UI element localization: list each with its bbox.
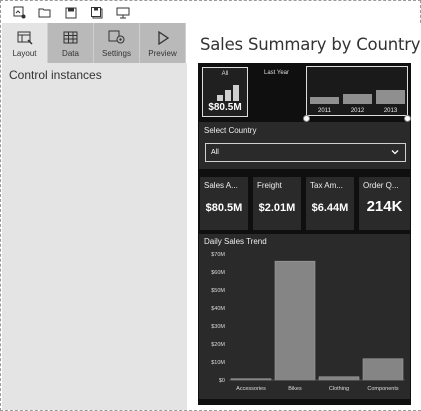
country-select[interactable]: All	[205, 143, 406, 162]
main-toolbar	[2, 2, 420, 23]
y-tick-label: $60M	[211, 270, 225, 276]
page-title: Sales Summary by Country and	[200, 35, 421, 54]
kpi-tile-freight: Freight $2.01M	[253, 177, 301, 230]
x-tick-label: Accessories	[236, 386, 266, 392]
tab-label: Preview	[148, 48, 177, 58]
bar-components[interactable]	[362, 358, 404, 381]
dashboard: All $80.5M Last Year 2011 2012 2013 Select…	[198, 63, 411, 405]
year-label: 2013	[384, 108, 398, 114]
daily-sales-chart-tile: Daily Sales Trend $0 $10M $20M $30M $40M $50M…	[199, 234, 410, 399]
x-tick-label: Components	[367, 386, 398, 392]
data-table-icon	[63, 29, 78, 47]
new-report-icon[interactable]	[8, 3, 30, 23]
control-instances-pane: Control instances	[2, 63, 187, 410]
kpi-value: $80.5M	[205, 202, 243, 214]
year-bar-2011[interactable]	[310, 97, 339, 104]
kpi-tile-sales-amount: Sales A... $80.5M	[200, 177, 248, 230]
country-filter-label: Select Country	[204, 126, 257, 135]
pane-title: Control instances	[9, 68, 102, 82]
design-canvas: Sales Summary by Country and All $80.5M …	[187, 23, 421, 410]
settings-gear-icon	[108, 29, 126, 47]
y-tick-label: $40M	[211, 306, 225, 312]
y-tick-label: $50M	[211, 288, 225, 294]
country-filter-tile: Select Country All	[199, 122, 410, 169]
tab-label: Data	[62, 48, 79, 58]
save-icon[interactable]	[60, 3, 82, 23]
tab-data[interactable]: Data	[48, 23, 94, 63]
year-tile-last-year[interactable]: Last Year	[253, 67, 300, 117]
x-tick-label: Bikes	[288, 386, 302, 392]
layout-icon	[17, 29, 33, 47]
kpi-value: 214K	[366, 198, 403, 215]
year-all-label: All	[221, 71, 229, 77]
spark-bar	[217, 95, 223, 101]
publish-icon[interactable]	[112, 3, 134, 23]
resize-handle[interactable]	[404, 115, 411, 122]
tab-label: Settings	[102, 48, 131, 58]
tab-settings[interactable]: Settings	[94, 23, 140, 63]
year-tiles-selected[interactable]: 2011 2012 2013	[306, 66, 408, 116]
designer-tabs: Layout Data Settings Preview	[2, 23, 186, 63]
kpi-tile-tax-amount: Tax Am... $6.44M	[306, 177, 354, 230]
year-bar-2013[interactable]	[376, 90, 405, 104]
y-tick-label: $10M	[211, 360, 225, 366]
year-label: 2011	[318, 108, 332, 114]
year-bars: 2011 2012 2013	[310, 90, 405, 114]
year-label: 2012	[351, 108, 365, 114]
country-select-value: All	[211, 149, 219, 156]
kpi-label: Order Q...	[363, 181, 399, 190]
save-as-icon[interactable]	[86, 3, 108, 23]
chevron-down-icon	[391, 150, 399, 155]
sales-bar-chart: $0 $10M $20M $30M $40M $50M $60M $70M Accessorie…	[211, 252, 405, 392]
y-tick-label: $30M	[211, 324, 225, 330]
kpi-label: Tax Am...	[310, 181, 343, 190]
tab-label: Layout	[12, 48, 37, 58]
open-folder-icon[interactable]	[34, 3, 56, 23]
spark-bar	[233, 85, 239, 101]
y-tick-label: $0	[219, 378, 225, 384]
resize-handle[interactable]	[303, 115, 310, 122]
kpi-value: $2.01M	[258, 202, 296, 214]
play-icon	[157, 29, 169, 47]
x-tick-label: Clothing	[329, 386, 349, 392]
kpi-label: Freight	[257, 181, 282, 190]
kpi-label: Sales A...	[204, 181, 238, 190]
kpi-tile-order-quantity: Order Q... 214K	[359, 177, 410, 230]
tab-preview[interactable]: Preview	[140, 23, 186, 63]
year-bar-2012[interactable]	[343, 94, 372, 104]
last-year-label: Last Year	[263, 70, 290, 76]
bar-clothing[interactable]	[318, 376, 360, 381]
y-tick-label: $20M	[211, 342, 225, 348]
kpi-value: $6.44M	[311, 202, 349, 214]
year-all-sparkbars	[217, 85, 239, 101]
year-tile-all[interactable]: All $80.5M	[202, 67, 248, 117]
tab-layout[interactable]: Layout	[2, 23, 48, 63]
chart-title: Daily Sales Trend	[204, 237, 267, 246]
bar-bikes[interactable]	[274, 260, 316, 381]
spark-bar	[225, 90, 231, 101]
y-tick-label: $70M	[211, 252, 225, 258]
year-all-value: $80.5M	[208, 102, 242, 113]
